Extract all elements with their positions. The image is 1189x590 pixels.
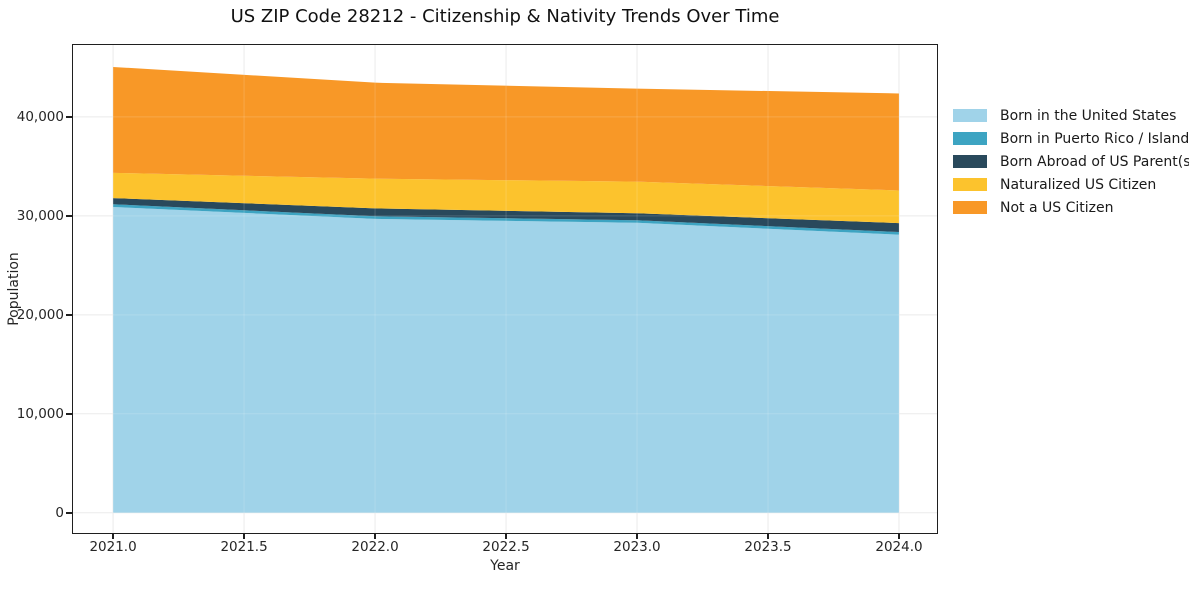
y-tick-mark — [66, 314, 72, 316]
legend: Born in the United States Born in Puerto … — [953, 104, 1189, 219]
y-tick-label: 30,000 — [16, 207, 64, 224]
y-tick-mark — [66, 512, 72, 514]
x-tick-mark — [374, 533, 376, 539]
x-tick-label: 2021.0 — [89, 539, 137, 555]
y-tick-label: 40,000 — [16, 108, 64, 125]
x-tick-mark — [898, 533, 900, 539]
x-tick-mark — [112, 533, 114, 539]
legend-swatch — [953, 201, 987, 214]
x-tick-mark — [767, 533, 769, 539]
legend-label: Born Abroad of US Parent(s) — [1000, 153, 1189, 170]
x-tick-label: 2024.0 — [875, 539, 923, 555]
x-tick-mark — [243, 533, 245, 539]
x-tick-mark — [636, 533, 638, 539]
area-series-born-abroad-of-us-parent-s — [113, 198, 900, 233]
plot-area — [73, 45, 937, 533]
y-tick-mark — [66, 215, 72, 217]
legend-swatch — [953, 109, 987, 122]
legend-label: Born in the United States — [1000, 107, 1177, 124]
legend-item-not-a-us-citizen: Not a US Citizen — [953, 196, 1189, 219]
legend-swatch — [953, 155, 987, 168]
legend-label: Born in Puerto Rico / Islands — [1000, 130, 1189, 147]
x-axis-label: Year — [490, 558, 520, 574]
legend-label: Not a US Citizen — [1000, 199, 1114, 216]
legend-item-born-in-puerto-rico-islands: Born in Puerto Rico / Islands — [953, 127, 1189, 150]
x-tick-label: 2023.5 — [744, 539, 792, 555]
y-tick-mark — [66, 116, 72, 118]
y-tick-label: 10,000 — [16, 405, 64, 422]
x-tick-label: 2021.5 — [220, 539, 268, 555]
legend-label: Naturalized US Citizen — [1000, 176, 1157, 193]
x-tick-label: 2022.5 — [482, 539, 530, 555]
legend-item-born-in-the-united-states: Born in the United States — [953, 104, 1189, 127]
y-tick-mark — [66, 413, 72, 415]
chart-title: US ZIP Code 28212 - Citizenship & Nativi… — [230, 6, 780, 27]
y-tick-label: 20,000 — [16, 306, 64, 323]
area-series-naturalized-us-citizen — [113, 172, 900, 224]
x-tick-label: 2022.0 — [351, 539, 399, 555]
legend-item-born-abroad-of-us-parent-s: Born Abroad of US Parent(s) — [953, 150, 1189, 173]
area-series-not-a-us-citizen — [113, 66, 900, 191]
y-tick-label: 0 — [55, 504, 64, 521]
y-axis-label: Population — [6, 252, 22, 326]
area-series-born-in-the-united-states — [113, 206, 900, 513]
x-tick-label: 2023.0 — [613, 539, 661, 555]
legend-item-naturalized-us-citizen: Naturalized US Citizen — [953, 173, 1189, 196]
x-tick-mark — [505, 533, 507, 539]
legend-swatch — [953, 178, 987, 191]
stacked-area-svg — [73, 45, 937, 533]
legend-swatch — [953, 132, 987, 145]
area-series-born-in-puerto-rico-islands — [113, 204, 900, 235]
